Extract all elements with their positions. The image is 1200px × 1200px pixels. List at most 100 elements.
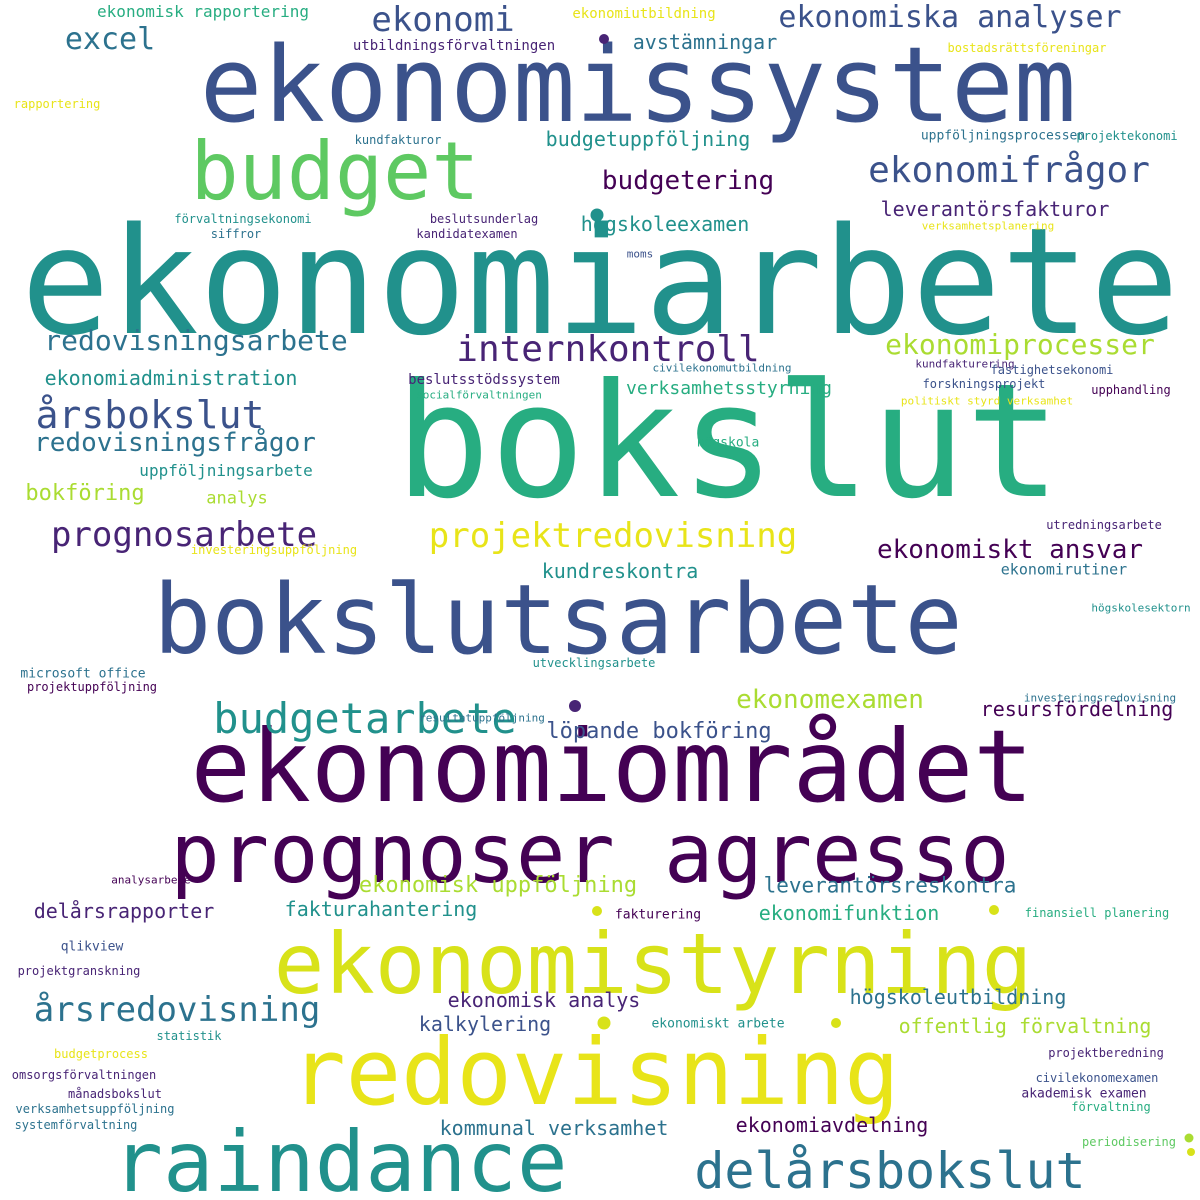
dot-mark: [989, 905, 999, 915]
word-raindance: raindance: [112, 1113, 568, 1200]
word-kommunal-verksamhet: kommunal verksamhet: [439, 1116, 669, 1140]
word-utvecklingsarbete: utvecklingsarbete: [532, 656, 656, 670]
dot-mark: [1187, 1148, 1195, 1156]
word-politiskt-styrd-verksamhet: politiskt styrd verksamhet: [900, 394, 1074, 408]
word-bostadsrattsforeningar: bostadsrättsföreningar: [947, 41, 1107, 55]
word-lopande-bokforing: löpande bokföring: [546, 719, 772, 744]
word-delarsrapporter: delårsrapporter: [33, 899, 215, 923]
word-budgetarbete: budgetarbete: [213, 694, 517, 743]
word-projektgranskning: projektgranskning: [17, 964, 141, 978]
word-utbildningsforvaltningen: utbildningsförvaltningen: [352, 38, 556, 54]
word-finansiell-planering: finansiell planering: [1024, 906, 1170, 920]
word-ekonomiprocesser: ekonomiprocesser: [885, 328, 1155, 361]
word-rapportering: rapportering: [13, 97, 101, 111]
word-uppfoljningsprocessen: uppföljningsprocessen: [920, 128, 1086, 144]
word-redovisningsfragor: redovisningsfrågor: [34, 428, 316, 458]
word-analys: analys: [206, 488, 268, 509]
dot-mark: [569, 700, 581, 712]
word-ekonomiutbildning: ekonomiutbildning: [572, 6, 716, 22]
word-moms: moms: [626, 247, 654, 261]
word-civilekonomexamen: civilekonomexamen: [1035, 1071, 1159, 1085]
word-siffror: siffror: [210, 227, 262, 241]
word-verksamhetsstyrning: verksamhetsstyrning: [626, 378, 832, 399]
word-ekonomiavdelning: ekonomiavdelning: [735, 1113, 929, 1137]
dot-mark: [831, 1018, 841, 1028]
word-budgetering: budgetering: [601, 166, 775, 196]
word-verksamhetsuppfoljning: verksamhetsuppföljning: [15, 1102, 175, 1116]
word-hogskola: högskola: [696, 435, 760, 451]
word-ekonomiadministration: ekonomiadministration: [44, 366, 298, 390]
word-kundfakturor: kundfakturor: [354, 133, 442, 147]
word-hogskolesektorn: högskolesektorn: [1091, 601, 1191, 615]
word-ekonomisk-rapportering: ekonomisk rapportering: [97, 2, 309, 21]
word-ekonomirutiner: ekonomirutiner: [1000, 560, 1128, 579]
word-fakturahantering: fakturahantering: [284, 897, 478, 921]
word-hogskoleexamen: högskoleexamen: [580, 212, 750, 236]
word-systemforvaltning: systemförvaltning: [14, 1118, 138, 1132]
word-beslutsunderlag: beslutsunderlag: [429, 212, 539, 226]
word-akademisk-examen: akademisk examen: [1021, 1086, 1147, 1102]
word-arsbokslut: årsbokslut: [35, 393, 265, 437]
word-ekonomisk-uppfoljning: ekonomisk uppföljning: [358, 873, 638, 898]
word-analysarbete: analysarbete: [111, 873, 191, 887]
word-prognoser-agresso: prognoser agresso: [170, 807, 1010, 902]
word-ekonomiskt-ansvar: ekonomiskt ansvar: [876, 535, 1144, 565]
word-projektekonomi: projektekonomi: [1076, 129, 1178, 143]
word-ekonomifragor: ekonomifrågor: [868, 150, 1150, 191]
word-ekonomiska-analyser: ekonomiska analyser: [778, 0, 1122, 35]
dot-mark: [1184, 1133, 1194, 1143]
word-beslutsstodssystem: beslutsstödssystem: [408, 372, 560, 388]
word-kandidatexamen: kandidatexamen: [416, 227, 518, 241]
word-upphandling: upphandling: [1091, 383, 1171, 397]
word-verksamhetsplanering: verksamhetsplanering: [921, 219, 1055, 233]
word-leverantorsreskontra: leverantörsreskontra: [763, 873, 1017, 898]
dot-mark: [599, 34, 609, 44]
word-ekonomiskt-arbete: ekonomiskt arbete: [651, 1016, 785, 1032]
word-budget: budget: [190, 125, 480, 218]
word-excel: excel: [64, 22, 156, 57]
dot-mark: [592, 906, 602, 916]
word-microsoft-office: microsoft office: [20, 666, 146, 682]
word-ekonomexamen: ekonomexamen: [736, 685, 924, 715]
word-hogskoleutbildning: högskoleutbildning: [849, 985, 1067, 1009]
word-bokslutsarbete: bokslutsarbete: [153, 564, 963, 676]
word-ekonomi: ekonomi: [371, 0, 515, 40]
word-projektredovisning: projektredovisning: [428, 516, 798, 556]
word-civilekonomutbildning: civilekonomutbildning: [652, 361, 792, 375]
word-arsredovisning: årsredovisning: [33, 990, 321, 1030]
word-ekonomisk-analys: ekonomisk analys: [447, 988, 641, 1012]
word-offentlig-forvaltning: offentlig förvaltning: [898, 1014, 1152, 1038]
word-fakturering: fakturering: [614, 907, 702, 923]
word-bokforing: bokföring: [25, 481, 145, 506]
word-budgetprocess: budgetprocess: [54, 1047, 148, 1061]
word-forvaltningsekonomi: förvaltningsekonomi: [174, 212, 312, 226]
word-ekonomifunktion: ekonomifunktion: [758, 901, 940, 925]
word-prognosarbete: prognosarbete: [50, 515, 318, 555]
word-ekonomiarbete: ekonomiarbete: [20, 196, 1180, 368]
word-budgetuppfoljning: budgetuppföljning: [545, 127, 751, 151]
word-manadsbokslut: månadsbokslut: [68, 1087, 162, 1101]
word-utredningsarbete: utredningsarbete: [1046, 518, 1162, 532]
word-investeringsuppfoljning: investeringsuppföljning: [190, 543, 358, 557]
word-forskningsprojekt: forskningsprojekt: [922, 377, 1046, 391]
word-ekonomissystem: ekonomissystem: [199, 24, 1077, 146]
word-delarsbokslut: delårsbokslut: [694, 1142, 1086, 1200]
word-ekonomistyrning: ekonomistyrning: [273, 915, 1033, 1013]
word-ekonomiomradet: ekonomiområdet: [190, 708, 1034, 825]
dot-mark: [590, 208, 604, 222]
word-bokslut: bokslut: [395, 350, 1061, 534]
word-kundfakturering: kundfakturering: [915, 357, 1015, 371]
word-periodisering: periodisering: [1082, 1135, 1176, 1149]
word-redovisning: redovisning: [290, 1019, 900, 1126]
word-internkontroll: internkontroll: [456, 329, 760, 370]
word-resursfordelning: resursfördelning: [980, 697, 1174, 721]
word-omsorgsforvaltningen: omsorgsförvaltningen: [11, 1068, 157, 1082]
word-projektuppfoljning: projektuppföljning: [26, 680, 158, 694]
word-fastighetsekonomi: fastighetsekonomi: [990, 363, 1114, 377]
word-avstamningar: avstämningar: [632, 30, 778, 54]
word-resultatuppfoljning: resultatuppföljning: [419, 711, 545, 725]
word-leverantorsfakturor: leverantörsfakturor: [880, 197, 1110, 221]
word-forvaltning: förvaltning: [1071, 1100, 1151, 1114]
word-statistik: statistik: [156, 1029, 222, 1043]
